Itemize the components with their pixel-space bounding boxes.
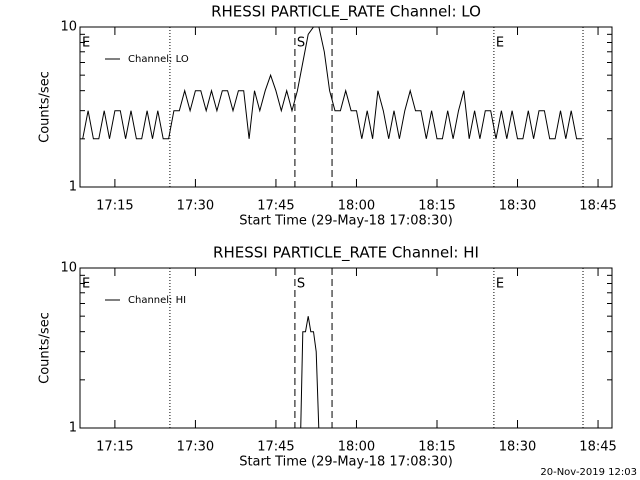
x-tick-label: 18:45 <box>579 440 616 455</box>
x-tick-label: 18:00 <box>338 440 375 455</box>
x-tick-label: 17:45 <box>257 440 294 455</box>
legend-label: Channel: LO <box>128 54 189 65</box>
plot-area <box>82 27 584 187</box>
flag-label: S <box>297 277 305 292</box>
y-tick-label: 1 <box>69 180 77 195</box>
y-tick-label: 1 <box>69 421 77 436</box>
x-axis-label: Start Time (29-May-18 17:08:30) <box>239 214 453 229</box>
y-axis-label: Counts/sec <box>38 312 53 384</box>
flag-label: E <box>82 277 90 292</box>
x-tick-label: 18:15 <box>418 440 455 455</box>
chart-title: RHESSI PARTICLE_RATE Channel: HI <box>213 244 479 263</box>
x-tick-label: 17:15 <box>96 440 133 455</box>
x-tick-label: 17:30 <box>177 440 214 455</box>
data-line <box>82 27 582 140</box>
flag-label: S <box>297 36 305 51</box>
x-tick-label: 18:30 <box>499 440 536 455</box>
x-tick-label: 17:30 <box>177 199 214 214</box>
footer: 20-Nov-2019 12:03 <box>540 467 637 478</box>
flag-label: E <box>496 277 504 292</box>
legend-label: Channel: HI <box>128 295 186 306</box>
flag-label: E <box>82 36 90 51</box>
x-tick-label: 18:00 <box>338 199 375 214</box>
plot-frame <box>79 267 613 429</box>
x-tick-label: 17:45 <box>257 199 294 214</box>
x-axis-label: Start Time (29-May-18 17:08:30) <box>239 455 453 470</box>
plot-area <box>169 268 584 428</box>
y-tick-label: 10 <box>60 261 77 276</box>
x-tick-label: 18:30 <box>499 199 536 214</box>
data-line <box>300 316 320 428</box>
x-tick-label: 17:15 <box>96 199 133 214</box>
y-axis-label: Counts/sec <box>38 71 53 143</box>
chart-title: RHESSI PARTICLE_RATE Channel: LO <box>211 3 481 22</box>
x-tick-label: 18:45 <box>579 199 616 214</box>
x-tick-label: 18:15 <box>418 199 455 214</box>
y-tick-label: 10 <box>60 20 77 35</box>
plot-frame <box>79 26 613 188</box>
flag-label: E <box>496 36 504 51</box>
